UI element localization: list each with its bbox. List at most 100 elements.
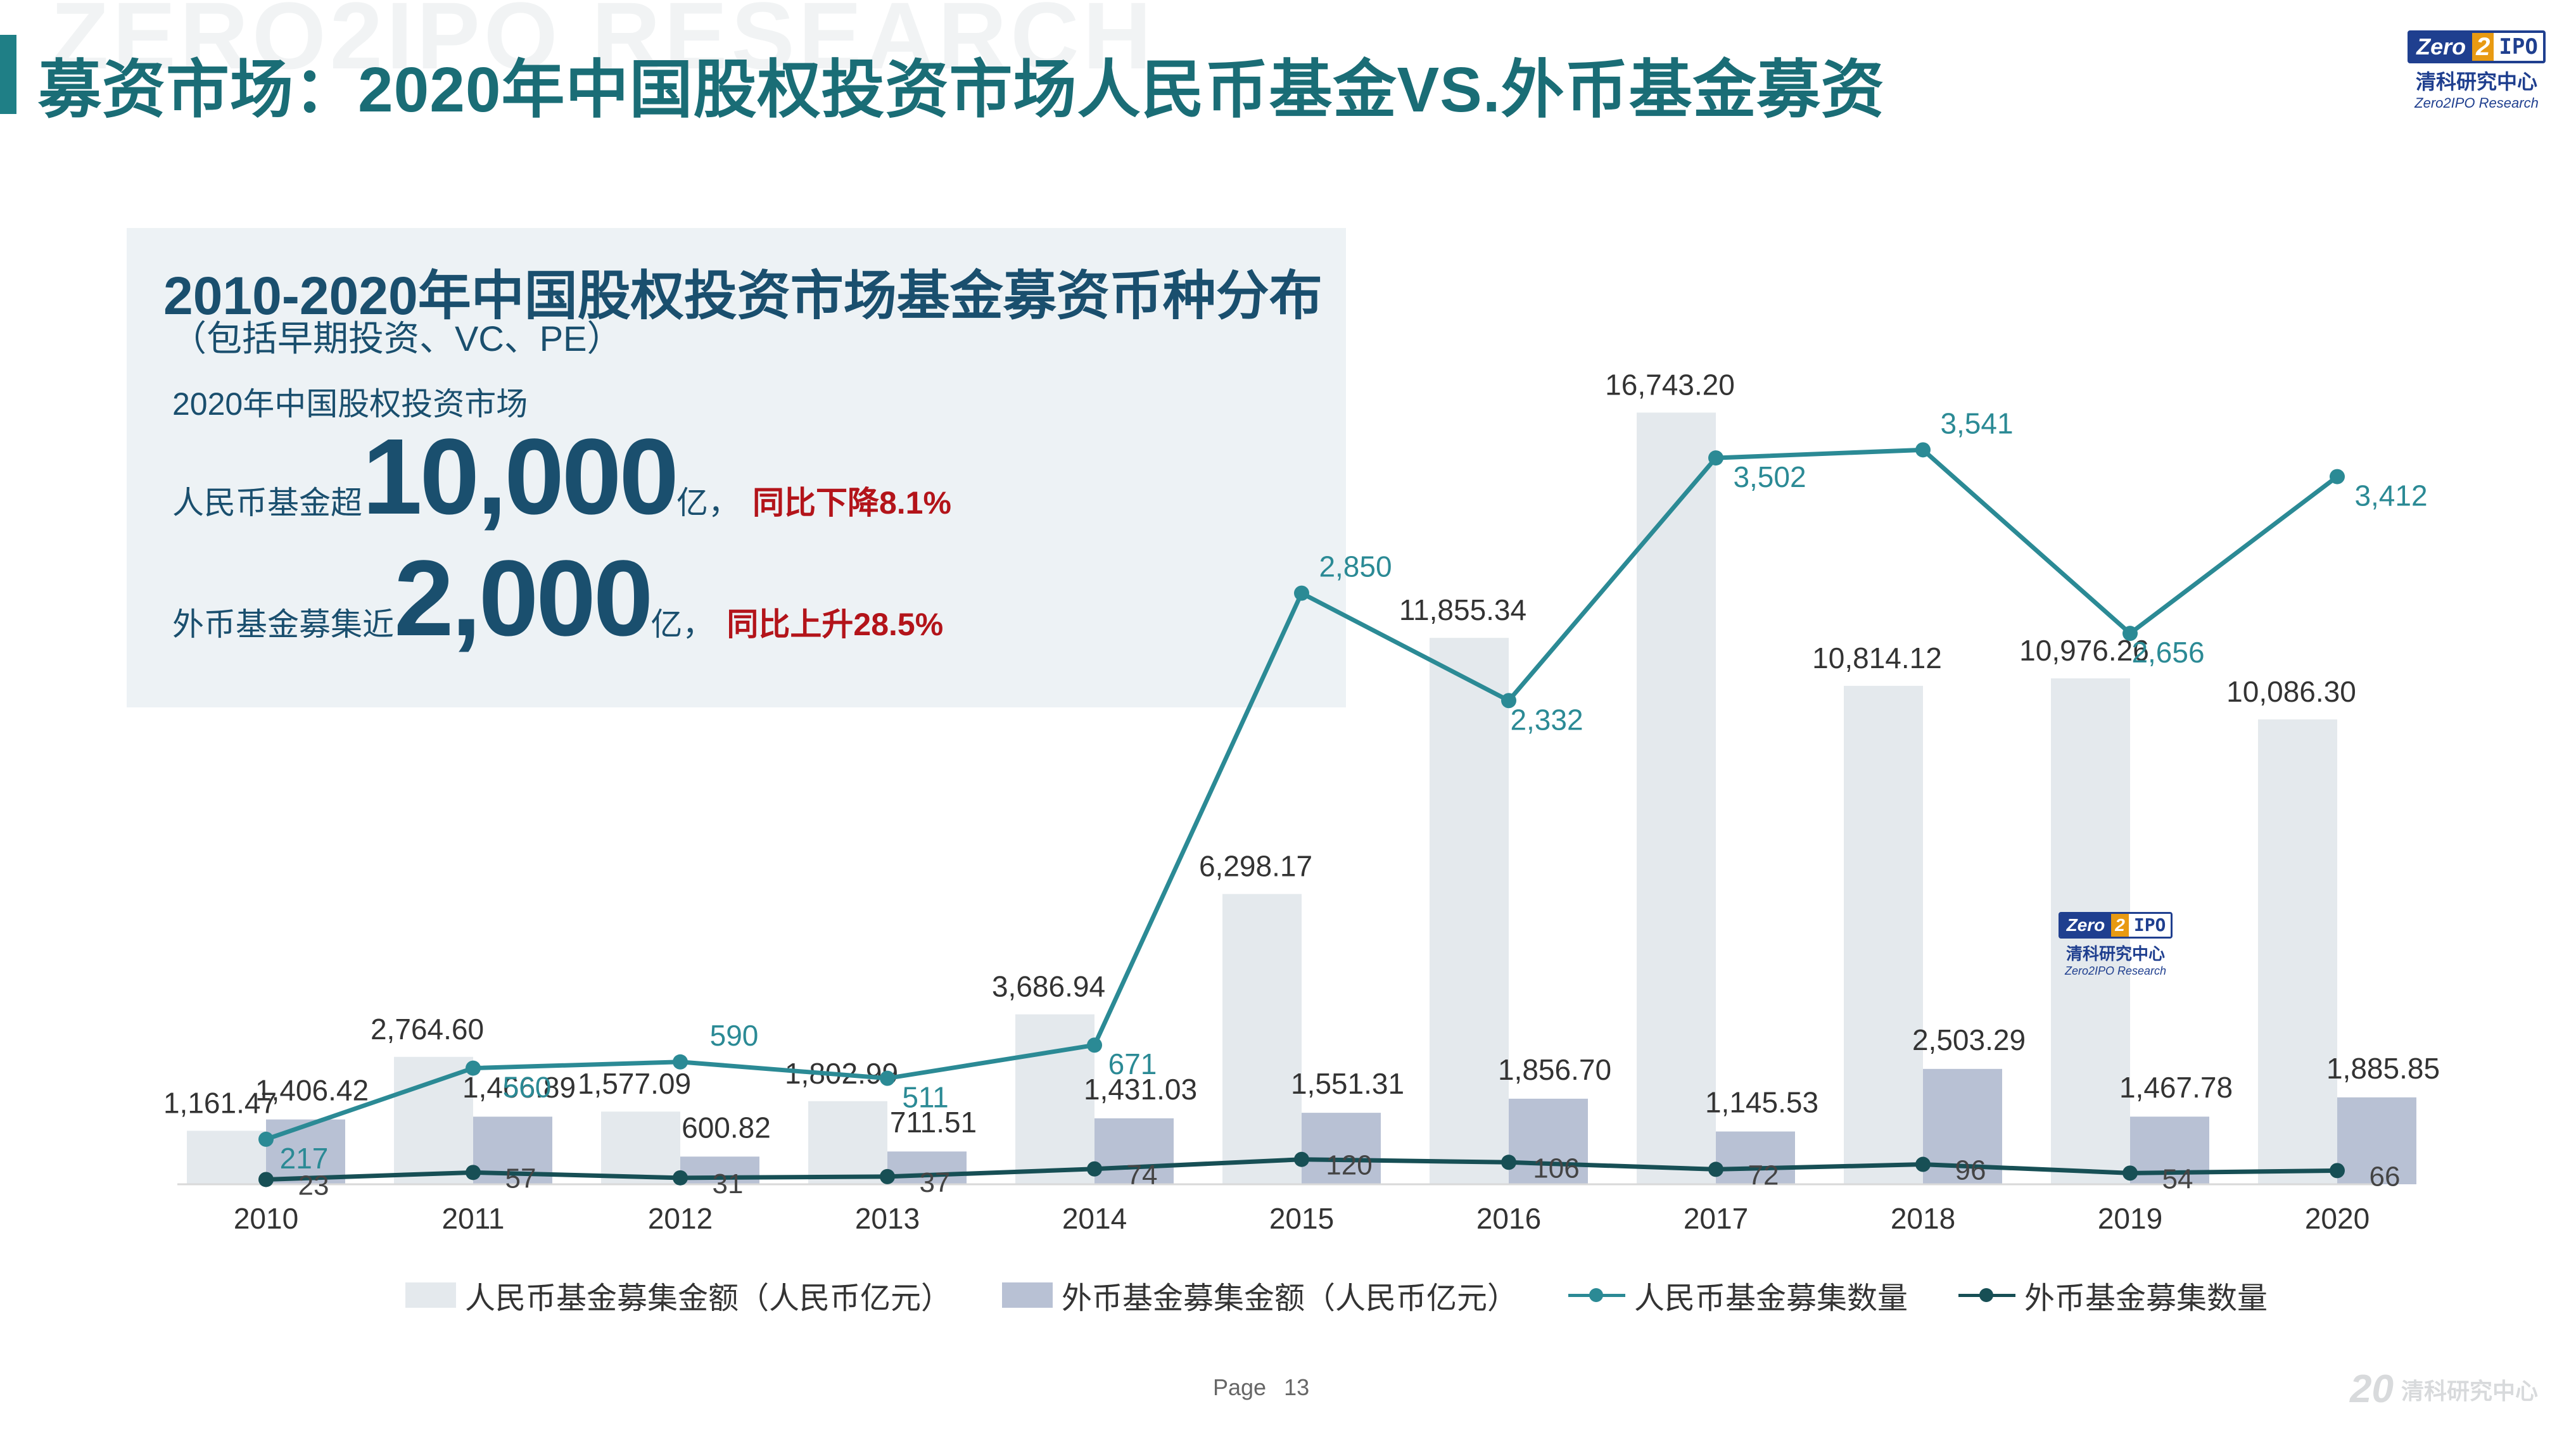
bar-label-fx-amount: 1,467.78 <box>2119 1071 2233 1104</box>
logo-mark: Zero 2 IPO <box>2408 30 2546 63</box>
bar-label-fx-amount: 711.51 <box>890 1106 977 1139</box>
point-label-fx-count: 57 <box>505 1163 536 1194</box>
x-tick-label: 2020 <box>2305 1202 2370 1235</box>
bar-rmb-amount <box>1222 894 1302 1184</box>
bar-label-rmb-amount: 1,577.09 <box>578 1067 691 1100</box>
point-label-fx-count: 54 <box>2162 1163 2193 1194</box>
chart-logo-name-cn: 清科研究中心 <box>2065 944 2165 963</box>
x-tick-label: 2014 <box>1062 1202 1127 1235</box>
legend-fx-count: 外币基金募集数量 <box>1958 1273 2268 1317</box>
point-label-rmb-count: 3,412 <box>2354 479 2427 512</box>
legend-swatch-rmb-amount <box>405 1282 456 1308</box>
bar-label-rmb-amount: 16,743.20 <box>1605 368 1735 401</box>
x-tick-label: 2016 <box>1476 1202 1541 1235</box>
chart-logo-mark-ipo: IPO <box>2128 914 2171 937</box>
x-tick-label: 2013 <box>855 1202 920 1235</box>
point-fx-count <box>1708 1161 1723 1177</box>
legend-label-rmb-count: 人民币基金募集数量 <box>1634 1282 1908 1315</box>
point-rmb-count <box>673 1054 688 1070</box>
point-label-fx-count: 37 <box>920 1167 951 1198</box>
page-number: Page 13 <box>1213 1374 1327 1401</box>
rmb-highlight-yoy: 同比下降8.1% <box>752 485 951 521</box>
point-rmb-count <box>1087 1037 1102 1053</box>
bar-fx-amount <box>266 1119 345 1184</box>
point-label-rmb-count: 2,332 <box>1510 703 1583 736</box>
bar-label-fx-amount: 1,431.03 <box>1084 1073 1197 1106</box>
point-rmb-count <box>2330 469 2345 484</box>
legend-label-rmb-amount: 人民币基金募集金额（人民币亿元） <box>465 1282 952 1315</box>
bar-fx-amount <box>2337 1097 2416 1184</box>
point-rmb-count <box>258 1131 274 1147</box>
bar-label-rmb-amount: 10,086.30 <box>2226 675 2356 708</box>
point-label-fx-count: 120 <box>1326 1150 1372 1181</box>
legend-fx-amount: 外币基金募集金额（人民币亿元） <box>1002 1273 1518 1317</box>
fx-highlight-label: 外币基金募集近 <box>172 607 394 642</box>
point-fx-count <box>466 1165 481 1180</box>
point-fx-count <box>2330 1163 2345 1179</box>
chart-logo-mark: Zero 2 IPO <box>2058 912 2173 939</box>
bar-label-fx-amount: 1,406.42 <box>255 1074 369 1107</box>
bar-label-rmb-amount: 11,855.34 <box>1399 593 1526 626</box>
x-tick-label: 2012 <box>648 1202 713 1235</box>
point-rmb-count <box>2122 626 2138 642</box>
point-rmb-count <box>1501 693 1516 709</box>
rmb-highlight-label: 人民币基金超 <box>172 485 362 521</box>
watermark: ZERO2IPO RESEARCH <box>51 0 1155 89</box>
point-label-fx-count: 66 <box>2370 1161 2401 1192</box>
bar-rmb-amount <box>808 1101 887 1184</box>
point-label-fx-count: 72 <box>1748 1160 1779 1191</box>
legend-swatch-rmb-count <box>1568 1282 1626 1308</box>
point-fx-count <box>258 1172 274 1187</box>
chart-legend: 人民币基金募集金额（人民币亿元） 外币基金募集金额（人民币亿元） 人民币基金募集… <box>405 1273 2268 1317</box>
footer-brand: 20 清科研究中心 <box>2350 1367 2538 1412</box>
logo-mark-two: 2 <box>2472 33 2494 61</box>
title-accent-bar <box>0 35 16 114</box>
legend-swatch-fx-count <box>1958 1282 2016 1308</box>
bar-label-rmb-amount: 2,764.60 <box>371 1013 484 1046</box>
bar-rmb-amount <box>187 1130 266 1184</box>
bar-label-rmb-amount: 6,298.17 <box>1199 850 1312 883</box>
point-label-fx-count: 96 <box>1955 1155 1986 1186</box>
chart-logo-name-en: Zero2IPO Research <box>2064 965 2167 977</box>
fx-highlight-amount: 2,000 <box>394 538 653 659</box>
bar-label-rmb-amount: 10,814.12 <box>1812 642 1942 674</box>
logo-mark-ipo: IPO <box>2494 33 2543 61</box>
page-number-value: 13 <box>1284 1374 1310 1400</box>
point-label-rmb-count: 2,850 <box>1319 550 1392 583</box>
point-label-rmb-count: 671 <box>1108 1047 1157 1080</box>
legend-label-fx-amount: 外币基金募集金额（人民币亿元） <box>1062 1282 1518 1315</box>
bar-fx-amount <box>1094 1118 1174 1184</box>
legend-rmb-amount: 人民币基金募集金额（人民币亿元） <box>405 1273 951 1317</box>
point-rmb-count <box>1294 585 1309 601</box>
bar-rmb-amount <box>1430 638 1509 1184</box>
x-tick-label: 2015 <box>1269 1202 1334 1235</box>
point-fx-count <box>1501 1155 1516 1170</box>
point-label-rmb-count: 511 <box>902 1081 948 1114</box>
bar-rmb-amount <box>1015 1014 1094 1184</box>
point-fx-count <box>2122 1165 2138 1181</box>
bar-label-fx-amount: 600.82 <box>682 1111 771 1144</box>
x-tick-label: 2018 <box>1891 1202 1955 1235</box>
rmb-highlight: 人民币基金超10,000亿， 同比下降8.1% <box>172 423 951 531</box>
bar-fx-amount <box>1302 1113 1381 1184</box>
point-fx-count <box>1294 1151 1309 1167</box>
point-rmb-count <box>1915 442 1931 458</box>
rmb-highlight-amount: 10,000 <box>362 417 679 537</box>
bar-rmb-amount <box>601 1111 680 1184</box>
bar-label-fx-amount: 1,885.85 <box>2326 1052 2440 1085</box>
chart-logo-mark-zero: Zero <box>2060 914 2112 937</box>
page-label: Page <box>1213 1374 1267 1400</box>
rmb-highlight-unit: 亿， <box>676 485 740 521</box>
point-label-rmb-count: 2,656 <box>2131 636 2204 669</box>
point-fx-count <box>1087 1161 1102 1177</box>
bar-label-rmb-amount: 3,686.94 <box>992 970 1105 1003</box>
bar-rmb-amount <box>2258 719 2337 1184</box>
point-label-rmb-count: 560 <box>503 1071 552 1104</box>
bar-rmb-amount <box>394 1056 473 1184</box>
bar-fx-amount <box>1509 1098 1588 1184</box>
bar-label-fx-amount: 1,466.89 <box>462 1071 576 1104</box>
bar-fx-amount <box>1716 1131 1795 1184</box>
bar-label-fx-amount: 1,551.31 <box>1291 1067 1404 1100</box>
bar-rmb-amount <box>1844 685 1923 1184</box>
